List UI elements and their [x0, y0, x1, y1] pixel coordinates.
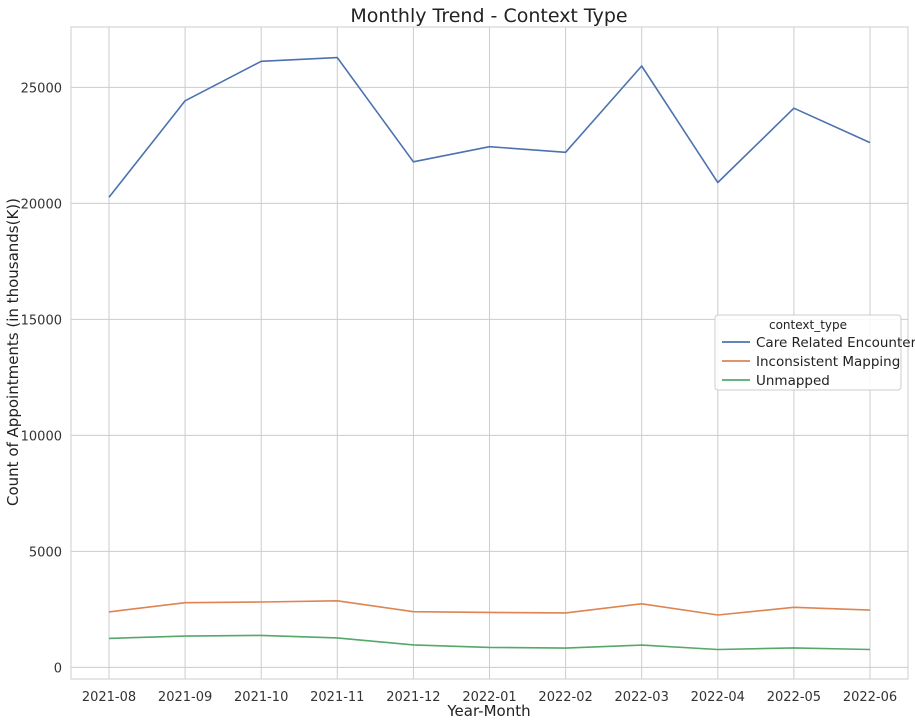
series-lines — [108, 56, 871, 651]
legend-label: Care Related Encounter — [756, 335, 915, 351]
series-line-unmapped — [108, 634, 871, 651]
x-tick-label: 2022-06 — [843, 690, 897, 705]
y-axis-title: Count of Appointments (in thousands(K)) — [4, 198, 22, 506]
y-tick-label: 15000 — [21, 313, 62, 328]
y-tick-label: 5000 — [29, 545, 62, 560]
legend-entries: Care Related Encounter Inconsistent Mappi… — [722, 335, 915, 389]
x-tick-label: 2021-08 — [82, 690, 136, 705]
legend-label: Inconsistent Mapping — [756, 354, 900, 370]
x-axis-title: Year-Month — [446, 702, 530, 720]
y-tick-label: 10000 — [21, 429, 62, 444]
chart-title: Monthly Trend - Context Type — [350, 5, 627, 27]
legend-label: Unmapped — [756, 373, 830, 389]
tick-labels: 2021-08 2021-09 2021-10 2021-11 2021-12 2022-… — [21, 81, 898, 705]
legend-box — [714, 314, 902, 391]
legend-title: context_type — [769, 318, 847, 332]
x-tick-label: 2021-09 — [158, 690, 212, 705]
y-tick-label: 0 — [54, 661, 62, 676]
x-tick-label: 2022-04 — [691, 690, 745, 705]
legend: context_type Care Related Encounter Incon… — [714, 314, 915, 391]
x-tick-label: 2022-02 — [538, 690, 592, 705]
series-line-care-related-encounter — [108, 56, 871, 198]
x-tick-label: 2022-01 — [462, 690, 516, 705]
x-tick-label: 2021-12 — [386, 690, 440, 705]
y-tick-label: 25000 — [21, 81, 62, 96]
x-tick-label: 2021-11 — [310, 690, 364, 705]
x-tick-label: 2022-05 — [767, 690, 821, 705]
plot-frame — [70, 26, 909, 680]
y-tick-label: 20000 — [21, 197, 62, 212]
series-line-inconsistent-mapping — [108, 599, 871, 616]
x-tick-label: 2022-03 — [615, 690, 669, 705]
x-tick-label: 2021-10 — [234, 690, 288, 705]
